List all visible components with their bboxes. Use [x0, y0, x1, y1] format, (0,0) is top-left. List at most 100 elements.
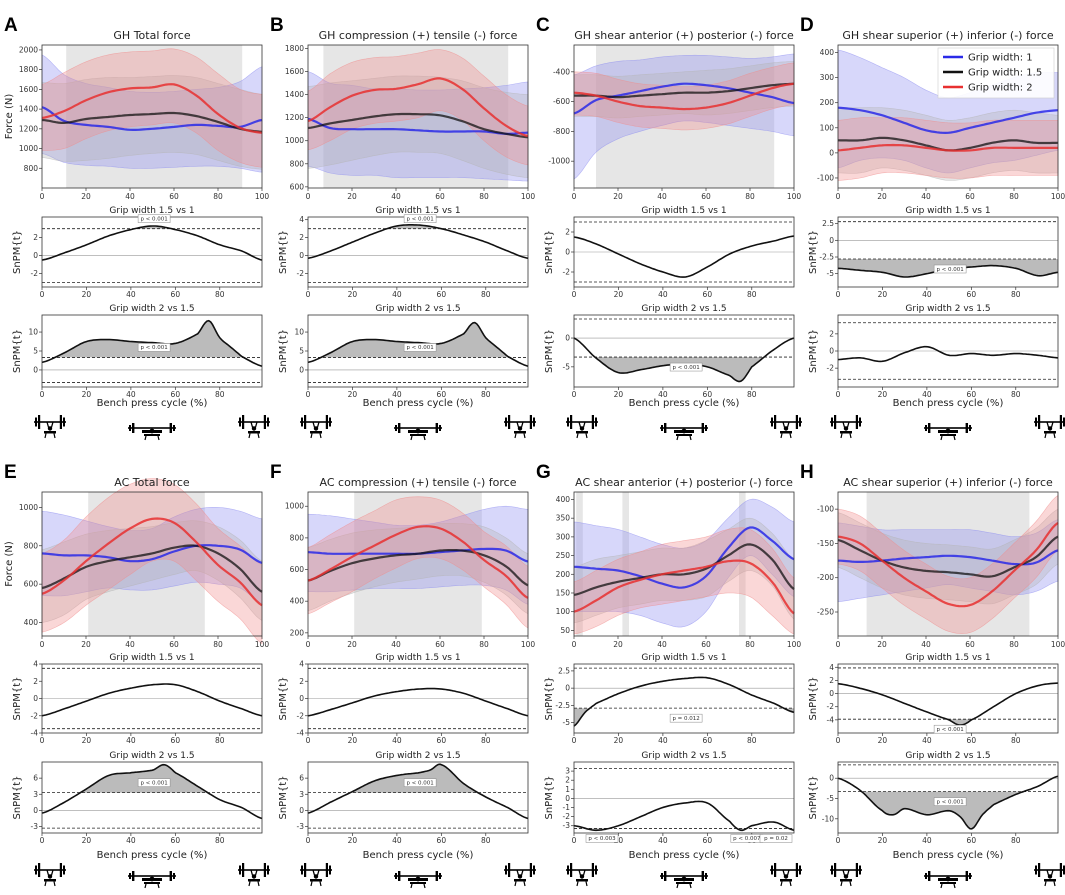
bench-press-bottom-icon — [127, 870, 177, 889]
y-tick-label: 0 — [299, 365, 304, 374]
p-value-label: p < 0.001 — [936, 267, 963, 273]
y-tick-label: 800 — [290, 533, 305, 542]
y-tick-label: 600 — [290, 182, 305, 191]
bench-press-end-icon — [769, 862, 803, 887]
y-tick-label: 5 — [33, 347, 38, 356]
plot-frame — [307, 761, 529, 834]
y-tick-label: 2 — [33, 677, 38, 686]
x-tick-label: 60 — [171, 836, 181, 845]
x-tick-label: 80 — [481, 836, 491, 845]
x-tick-label: 20 — [878, 836, 888, 845]
spm-y-label: SnPM{t} — [808, 329, 819, 373]
spm-t-curve — [41, 683, 263, 717]
y-tick-label: 200 — [556, 570, 571, 579]
sd-band-series-3 — [837, 117, 1059, 181]
y-tick-label: 2.5 — [822, 219, 834, 228]
series-line-1 — [307, 117, 529, 135]
spm-chart-B1: 0 20 40 60 80 -2 0 2 4 Grip width 1.5 vs 1 SnPM{t}… — [278, 206, 529, 299]
x-tick-label: 80 — [213, 640, 223, 649]
x-tick-label: 80 — [481, 290, 491, 299]
chart-title: GH compression (+) tensile (-) force — [319, 29, 518, 42]
spm-subtitle: Grip width 1.5 vs 1 — [905, 206, 990, 216]
y-tick-label: 1000 — [285, 136, 304, 145]
plot-frame — [41, 761, 263, 834]
bench-press-start-icon — [299, 414, 333, 439]
x-tick-label: 0 — [306, 390, 311, 399]
x-tick-label: 0 — [306, 736, 311, 745]
spm-subtitle: Grip width 1.5 vs 1 — [109, 206, 194, 216]
x-tick-label: 80 — [747, 290, 757, 299]
x-tick-label: 40 — [658, 390, 668, 399]
bench-press-bottom-icon — [923, 870, 973, 889]
y-tick-label: 2 — [33, 233, 38, 242]
x-tick-label: 80 — [215, 390, 225, 399]
x-tick-label: 40 — [922, 390, 932, 399]
panel-letter: E — [4, 462, 17, 483]
y-tick-label: 2 — [299, 677, 304, 686]
y-tick-label: 1600 — [285, 67, 304, 76]
x-tick-label: 40 — [657, 192, 667, 201]
y-tick-label: -3 — [563, 821, 571, 830]
y-tick-label: -2 — [827, 364, 835, 373]
y-tick-label: 2 — [829, 676, 834, 685]
x-tick-label: 40 — [922, 736, 932, 745]
bench-press-bottom-icon — [393, 870, 443, 889]
x-tick-label: 60 — [435, 640, 445, 649]
x-tick-label: 20 — [877, 640, 887, 649]
y-tick-label: 50 — [560, 626, 570, 635]
x-tick-label: 0 — [572, 836, 577, 845]
y-tick-label: 0 — [33, 806, 38, 815]
x-tick-label: 40 — [126, 290, 136, 299]
x-tick-label: 80 — [215, 736, 225, 745]
y-tick-label: 1 — [565, 785, 570, 794]
x-tick-label: 80 — [215, 290, 225, 299]
y-tick-label: 100 — [556, 607, 571, 616]
bench-press-bottom-icon — [923, 422, 973, 441]
spm-subtitle: Grip width 2 vs 1.5 — [109, 751, 194, 761]
y-tick-label: 0 — [565, 248, 570, 257]
y-tick-label: -3 — [297, 822, 305, 831]
spm-chart-A1: 0 20 40 60 80 -2 0 2 Grip width 1.5 vs 1 SnPM{t} p… — [12, 206, 263, 299]
x-axis-label: Bench press cycle (%) — [893, 398, 1004, 409]
suprathreshold-cluster — [42, 320, 262, 358]
series-line-3 — [41, 517, 263, 607]
y-tick-label: 2 — [829, 329, 834, 338]
p-value-label: p < 0.001 — [140, 345, 167, 351]
x-tick-label: 80 — [747, 390, 757, 399]
y-tick-label: -2 — [563, 268, 571, 277]
y-tick-label: 800 — [290, 159, 305, 168]
bench-press-end-icon — [769, 414, 803, 439]
x-axis-label: Bench press cycle (%) — [893, 850, 1004, 861]
x-axis-label: Bench press cycle (%) — [97, 850, 208, 861]
y-tick-label: -150 — [817, 539, 834, 548]
x-tick-label: 40 — [126, 390, 136, 399]
legend-label-2: Grip width: 1.5 — [968, 68, 1042, 79]
panel-letter: F — [270, 462, 282, 483]
main-chart-C: 0 20 40 60 80 100 -1000 -800 -600 -400 GH shear an… — [548, 29, 801, 201]
y-tick-label: 4 — [299, 215, 304, 224]
p-value-box — [669, 362, 703, 372]
y-tick-label: -400 — [553, 67, 570, 76]
series-line-2 — [41, 111, 263, 133]
plot-area — [838, 664, 1058, 733]
x-tick-label: 80 — [479, 192, 489, 201]
x-tick-label: 80 — [1009, 192, 1019, 201]
x-tick-label: 20 — [614, 290, 624, 299]
spm-chart-B2: 0 20 40 60 80 0 5 10 Grip width 2 vs 1.5 SnPM{t} p… — [278, 304, 529, 399]
y-tick-label: 3 — [565, 767, 570, 776]
spm-y-label: SnPM{t} — [544, 776, 555, 820]
spm-chart-A2: 0 20 40 60 80 0 5 10 Grip width 2 vs 1.5 SnPM{t} p… — [12, 304, 263, 399]
x-tick-label: 0 — [40, 390, 45, 399]
panel-letter: H — [800, 462, 814, 483]
y-tick-label: 350 — [556, 514, 571, 523]
x-tick-label: 60 — [703, 736, 713, 745]
spm-t-curve — [307, 224, 529, 260]
y-tick-label: -2 — [31, 711, 39, 720]
x-tick-label: 60 — [967, 290, 977, 299]
y-tick-label: 1400 — [285, 90, 304, 99]
spm-y-label: SnPM{t} — [808, 776, 819, 820]
y-tick-label: 0 — [299, 251, 304, 260]
suprathreshold-cluster — [308, 322, 528, 358]
